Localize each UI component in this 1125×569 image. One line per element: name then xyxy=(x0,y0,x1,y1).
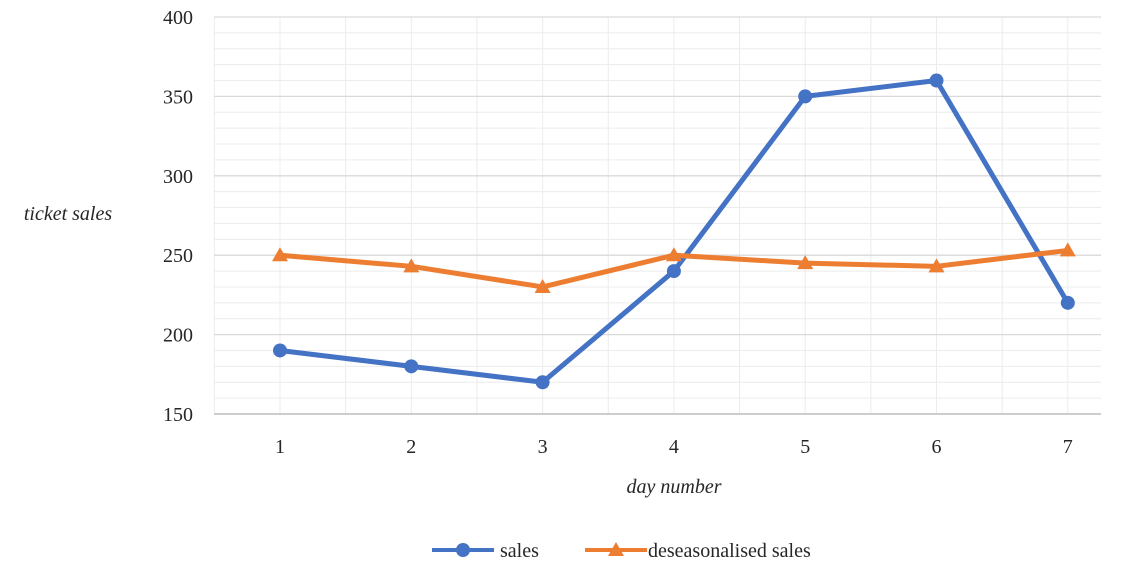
y-tick-label: 400 xyxy=(163,7,193,29)
y-axis-ticks: 150 200 250 300 350 400 xyxy=(163,7,193,426)
x-tick-label: 2 xyxy=(406,436,416,458)
x-tick-label: 4 xyxy=(669,436,679,458)
x-tick-label: 3 xyxy=(538,436,548,458)
x-axis-title: day number xyxy=(627,476,722,498)
legend-item-deseasonalised-sales: deseasonalised sales xyxy=(585,540,811,562)
data-point xyxy=(928,258,945,273)
y-tick-label: 300 xyxy=(163,166,193,188)
major-gridlines xyxy=(214,16,1101,415)
data-point xyxy=(929,73,944,88)
x-tick-label: 7 xyxy=(1063,436,1073,458)
x-tick-label: 5 xyxy=(800,436,810,458)
series-layer xyxy=(272,73,1076,390)
data-point xyxy=(273,343,287,358)
y-tick-label: 350 xyxy=(163,86,193,108)
data-point xyxy=(1060,295,1075,310)
data-point xyxy=(404,359,419,374)
legend-item-sales: sales xyxy=(432,540,539,562)
data-point xyxy=(666,264,681,279)
data-point xyxy=(665,247,682,262)
legend-deseasonalised-sales-label: deseasonalised sales xyxy=(648,540,811,562)
data-point xyxy=(798,89,813,104)
data-point xyxy=(534,278,551,293)
y-tick-label: 150 xyxy=(163,404,193,426)
data-point xyxy=(797,255,814,270)
series-sales xyxy=(273,73,1075,390)
minor-gridlines xyxy=(213,17,1101,414)
legend-deseasonalised-sales-marker xyxy=(608,542,624,556)
x-tick-label: 1 xyxy=(275,436,285,458)
legend-sales-marker xyxy=(456,543,470,557)
data-point xyxy=(272,247,288,262)
legend-sales-label: sales xyxy=(500,540,539,562)
data-point xyxy=(403,258,420,273)
y-tick-label: 250 xyxy=(163,245,193,267)
legend: sales deseasonalised sales xyxy=(432,540,811,562)
x-tick-label: 6 xyxy=(932,436,942,458)
x-axis-ticks: 1 2 3 4 5 6 7 xyxy=(275,436,1073,458)
data-point xyxy=(535,375,550,390)
data-point xyxy=(1059,242,1076,257)
y-axis-title: ticket sales xyxy=(24,203,113,225)
series-deseasonalised-sales xyxy=(272,242,1076,293)
y-tick-label: 200 xyxy=(163,325,193,347)
